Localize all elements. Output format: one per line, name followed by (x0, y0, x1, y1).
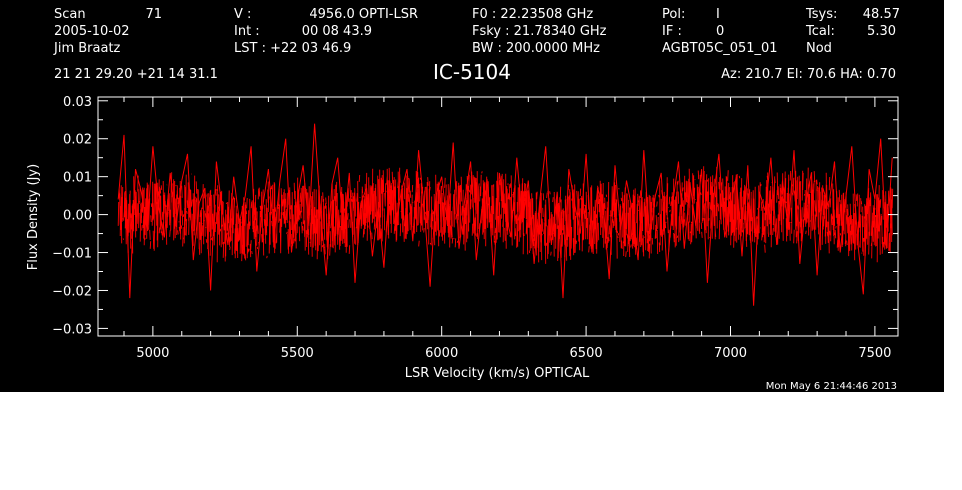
x-tick-label: 6500 (570, 346, 603, 361)
source-name: IC-5104 (433, 60, 511, 84)
int-label: Int : (234, 24, 260, 39)
x-axis-label: LSR Velocity (km/s) OPTICAL (405, 366, 590, 381)
tcal-value: 5.30 (867, 24, 896, 39)
series-layer (117, 123, 894, 306)
pol-label: Pol: (662, 7, 685, 22)
v-label: V : (234, 7, 251, 22)
spectrum-noise-trace (117, 166, 894, 264)
bw-text: BW : 200.0000 MHz (472, 41, 600, 56)
if-label: IF : (662, 24, 682, 39)
x-tick-label: 5500 (281, 346, 314, 361)
observer-name: Jim Braatz (53, 41, 121, 56)
lst-text: LST : +22 03 46.9 (234, 41, 351, 56)
y-tick-label: −0.02 (52, 284, 92, 299)
pol-value: I (716, 7, 720, 22)
y-tick-label: −0.03 (52, 322, 92, 337)
tcal-label: Tcal: (805, 24, 835, 39)
spectrum-plot: Scan 71 2005-10-02 Jim Braatz 21 21 29.2… (26, 7, 900, 392)
v-value: 4956.0 OPTI-LSR (309, 7, 418, 22)
y-tick-label: 0.01 (63, 171, 92, 186)
ra-dec: 21 21 29.20 +21 14 31.1 (54, 67, 218, 82)
fsky-text: Fsky : 21.78340 GHz (472, 24, 607, 39)
y-tick-label: 0.02 (63, 133, 92, 148)
y-tick-label: 0.00 (63, 209, 92, 224)
x-tick-label: 5000 (136, 346, 169, 361)
az-el-ha: Az: 210.7 El: 70.6 HA: 0.70 (721, 67, 896, 82)
x-tick-label: 6000 (425, 346, 458, 361)
tsys-value: 48.57 (863, 7, 900, 22)
axes-layer: 5000 5500 6000 6500 7000 7500 −0.03 −0.02 −0.01 0… (52, 95, 898, 361)
procedure: Nod (806, 41, 832, 56)
f0-text: F0 : 22.23508 GHz (472, 7, 593, 22)
scan-value: 71 (145, 7, 162, 22)
scan-label: Scan (54, 7, 86, 22)
y-axis-label: Flux Density (Jy) (26, 164, 41, 270)
int-value: 00 08 43.9 (302, 24, 372, 39)
x-tick-label: 7000 (714, 346, 747, 361)
observation-date: 2005-10-02 (54, 24, 130, 39)
tsys-label: Tsys: (805, 7, 837, 22)
project-id: AGBT05C_051_01 (662, 41, 778, 56)
x-tick-label: 7500 (858, 346, 891, 361)
footer-timestamp: Mon May 6 21:44:46 2013 (766, 381, 897, 392)
if-value: 0 (716, 24, 724, 39)
y-tick-label: −0.01 (52, 247, 92, 262)
plot-panel: Scan 71 2005-10-02 Jim Braatz 21 21 29.2… (0, 0, 944, 392)
y-tick-label: 0.03 (63, 95, 92, 110)
plot-frame (97, 96, 899, 337)
